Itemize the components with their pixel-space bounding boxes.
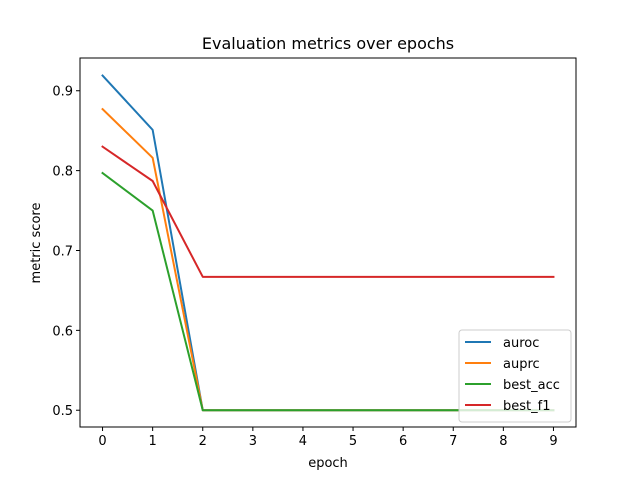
x-tick-label: 3 [249, 434, 257, 449]
legend-label-best-acc: best_acc [503, 378, 560, 393]
x-tick-label: 6 [399, 434, 407, 449]
x-tick-label: 5 [349, 434, 357, 449]
x-axis-label: epoch [308, 456, 348, 471]
x-tick-label: 9 [549, 434, 557, 449]
y-tick-label: 0.6 [52, 324, 73, 339]
x-tick-label: 0 [98, 434, 106, 449]
axes-frame [79, 57, 577, 428]
y-tick-label: 0.9 [52, 85, 73, 100]
y-tick-label: 0.5 [52, 404, 73, 419]
legend-box [458, 329, 572, 423]
plot-area: 0 1 2 3 4 5 6 7 8 9 0.5 0.6 0.7 0.8 0.9 auroc auprc best_… [52, 57, 577, 449]
legend-label-auroc: auroc [503, 336, 539, 351]
x-tick-label: 8 [499, 434, 507, 449]
y-tick-label: 0.8 [52, 165, 73, 180]
legend-label-auprc: auprc [503, 357, 540, 372]
x-tick-label: 1 [149, 434, 157, 449]
legend-label-best-f1: best_f1 [503, 399, 550, 414]
x-tick-label: 2 [199, 434, 207, 449]
y-tick-label: 0.7 [52, 244, 73, 259]
chart-title: Evaluation metrics over epochs [202, 34, 454, 53]
y-axis-label: metric score [29, 203, 44, 284]
series-line-best-f1 [101, 145, 555, 278]
x-tick-label: 7 [449, 434, 457, 449]
x-tick-label: 4 [299, 434, 307, 449]
